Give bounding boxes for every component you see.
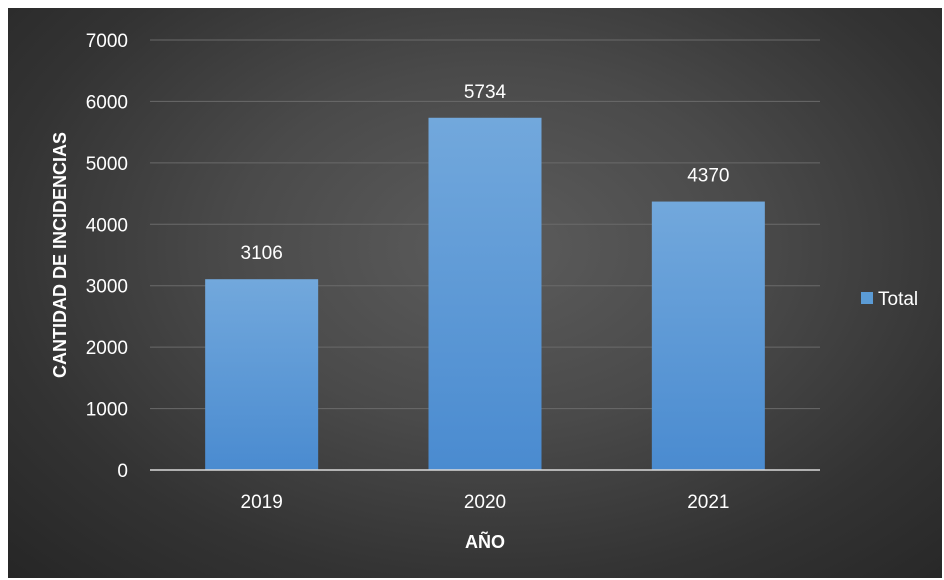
data-label-2021: 4370 xyxy=(687,166,729,187)
y-tick-label: 1000 xyxy=(86,400,128,421)
legend-swatch xyxy=(861,292,873,304)
bars xyxy=(205,117,765,471)
y-tick-label: 3000 xyxy=(86,277,128,298)
bar-2021 xyxy=(651,201,765,471)
bar-2019 xyxy=(205,279,319,470)
legend-label: Total xyxy=(878,289,918,310)
x-tick-label-2021: 2021 xyxy=(687,492,729,513)
legend: Total xyxy=(861,289,918,310)
x-axis-title: AÑO xyxy=(465,531,505,552)
y-axis-title: CANTIDAD DE INCIDENCIAS xyxy=(50,132,70,378)
x-tick-label-2019: 2019 xyxy=(241,492,283,513)
data-labels: 3106 5734 4370 xyxy=(241,82,730,264)
x-tick-label-2020: 2020 xyxy=(464,492,506,513)
data-label-2020: 5734 xyxy=(464,82,507,103)
y-tick-label: 5000 xyxy=(86,154,128,175)
y-tick-label: 6000 xyxy=(86,92,128,113)
y-tick-label: 7000 xyxy=(86,31,128,52)
bar-2020 xyxy=(428,117,542,471)
data-label-2019: 3106 xyxy=(241,243,283,264)
y-tick-label: 2000 xyxy=(86,338,128,359)
x-axis-ticks: 2019 2020 2021 xyxy=(241,492,730,513)
y-tick-label: 4000 xyxy=(86,215,128,236)
y-tick-label: 0 xyxy=(117,461,128,482)
y-axis-ticks: 0 1000 2000 3000 4000 5000 6000 7000 xyxy=(86,31,128,482)
